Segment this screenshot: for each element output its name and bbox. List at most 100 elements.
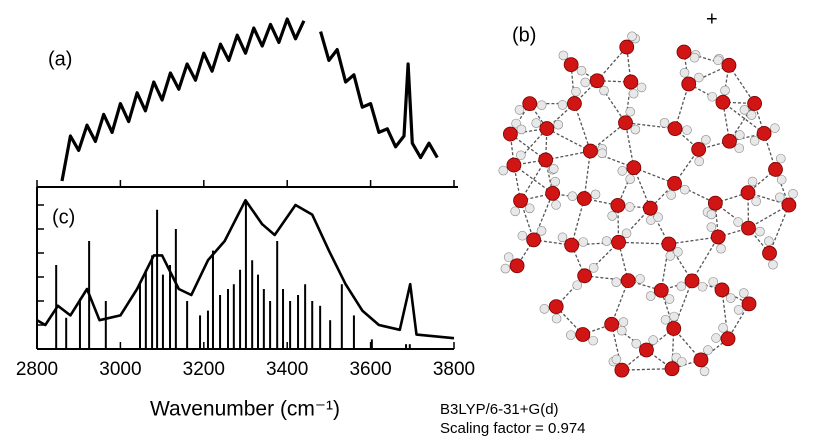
hydrogen-atom <box>557 232 568 243</box>
hydrogen-atom <box>517 230 528 241</box>
hydrogen-bond <box>545 150 591 161</box>
spectrum-line <box>60 17 439 182</box>
oxygen-atom <box>610 197 626 213</box>
hydrogen-bond <box>519 159 547 201</box>
hydrogen-bond <box>748 204 790 229</box>
oxygen-atom <box>589 73 605 89</box>
hydrogen-atom <box>707 91 718 102</box>
oxygen-atom <box>768 162 783 177</box>
hydrogen-atom <box>631 338 642 349</box>
oxygen-atom <box>513 193 528 209</box>
spectrum-line <box>36 198 455 340</box>
oxygen-atom <box>576 191 592 206</box>
hydrogen-atom <box>699 366 710 377</box>
hydrogen-atom <box>682 125 692 135</box>
hydrogen-atom <box>630 124 641 135</box>
oxygen-atom <box>639 342 654 358</box>
hydrogen-atom <box>617 166 628 176</box>
hydrogen-atom <box>738 288 749 298</box>
hydrogen-bond <box>533 193 554 241</box>
oxygen-atom <box>721 57 737 73</box>
oxygen-atom <box>522 96 538 112</box>
hydrogen-atom <box>706 209 717 220</box>
hydrogen-atom <box>653 212 663 223</box>
x-axis-title: Wavenumber (cm⁻¹) <box>150 398 340 421</box>
hydrogen-bond <box>596 46 628 82</box>
hydrogen-atom <box>597 148 607 159</box>
hydrogen-atom <box>551 313 562 324</box>
hydrogen-atom <box>689 52 700 63</box>
hydrogen-bond <box>728 64 756 104</box>
oxygen-atom <box>582 143 598 159</box>
hydrogen-atom <box>734 143 745 154</box>
oxygen-atom <box>684 273 700 289</box>
hydrogen-atom <box>611 277 622 287</box>
hydrogen-atom <box>739 105 750 115</box>
oxygen-atom <box>526 232 542 248</box>
hydrogen-atom <box>645 291 656 301</box>
oxygen-atom <box>715 94 731 110</box>
scaling: Scaling factor = 0.974 <box>440 420 586 437</box>
hydrogen-atom <box>588 263 599 273</box>
oxygen-atom <box>781 197 797 213</box>
hydrogen-bond <box>625 122 676 130</box>
oxygen-atom <box>604 316 620 332</box>
hydrogen-atom <box>524 203 535 214</box>
hydrogen-atom <box>711 333 721 343</box>
hydrogen-bond <box>728 103 756 142</box>
oxygen-atom <box>720 331 736 347</box>
hydrogen-bond <box>611 280 629 325</box>
oxygen-atom <box>619 39 635 55</box>
hydrogen-atom <box>716 243 726 254</box>
hydrogen-atom <box>607 211 617 221</box>
hydrogen-atom <box>558 50 569 61</box>
oxygen-atom <box>575 327 591 342</box>
oxygen-atom <box>693 352 709 368</box>
oxygen-atom <box>620 273 636 289</box>
hydrogen-atom <box>618 317 629 327</box>
hydrogen-bond <box>618 207 651 243</box>
method: B3LYP/6-31+G(d) <box>440 401 559 418</box>
water-cluster <box>498 31 798 378</box>
charge: + <box>706 8 718 30</box>
oxygen-atom <box>667 121 683 137</box>
hydrogen-bond <box>546 127 591 152</box>
hydrogen-atom <box>713 55 723 66</box>
hydrogen-atom <box>677 356 687 367</box>
hydrogen-atom <box>733 217 743 227</box>
hydrogen-bond <box>618 241 669 245</box>
hydrogen-atom <box>567 191 578 201</box>
oxygen-atom <box>681 76 697 92</box>
panel-label: (b) <box>512 24 536 46</box>
oxygen-atom <box>666 321 682 336</box>
hydrogen-atom <box>734 130 745 140</box>
hydrogen-atom <box>566 330 576 340</box>
hydrogen-atom <box>720 85 730 96</box>
hydrogen-atom <box>514 105 525 115</box>
hydrogen-bond <box>590 150 635 169</box>
hydrogen-atom <box>708 276 719 287</box>
oxygen-atom <box>667 176 682 191</box>
oxygen-atom <box>506 157 522 173</box>
hydrogen-atom <box>659 118 670 128</box>
oxygen-atom <box>548 299 564 315</box>
x-tick-label: 3000 <box>99 359 141 380</box>
hydrogen-atom <box>531 118 542 128</box>
hydrogen-atom <box>774 192 785 203</box>
hydrogen-atom <box>788 188 798 199</box>
hydrogen-bond <box>571 198 585 246</box>
oxygen-atom <box>762 245 777 261</box>
oxygen-atom <box>502 126 518 142</box>
hydrogen-atom <box>557 100 568 110</box>
x-tick-label: 3400 <box>266 359 308 380</box>
hydrogen-atom <box>749 136 760 146</box>
hydrogen-atom <box>498 165 509 176</box>
oxygen-atom <box>747 96 763 111</box>
hydrogen-atom <box>673 247 683 257</box>
oxygen-atom <box>564 237 580 253</box>
hydrogen-bond <box>668 236 719 245</box>
hydrogen-atom <box>676 281 687 292</box>
x-tick-label: 2800 <box>16 359 58 380</box>
oxygen-atom <box>545 185 561 201</box>
